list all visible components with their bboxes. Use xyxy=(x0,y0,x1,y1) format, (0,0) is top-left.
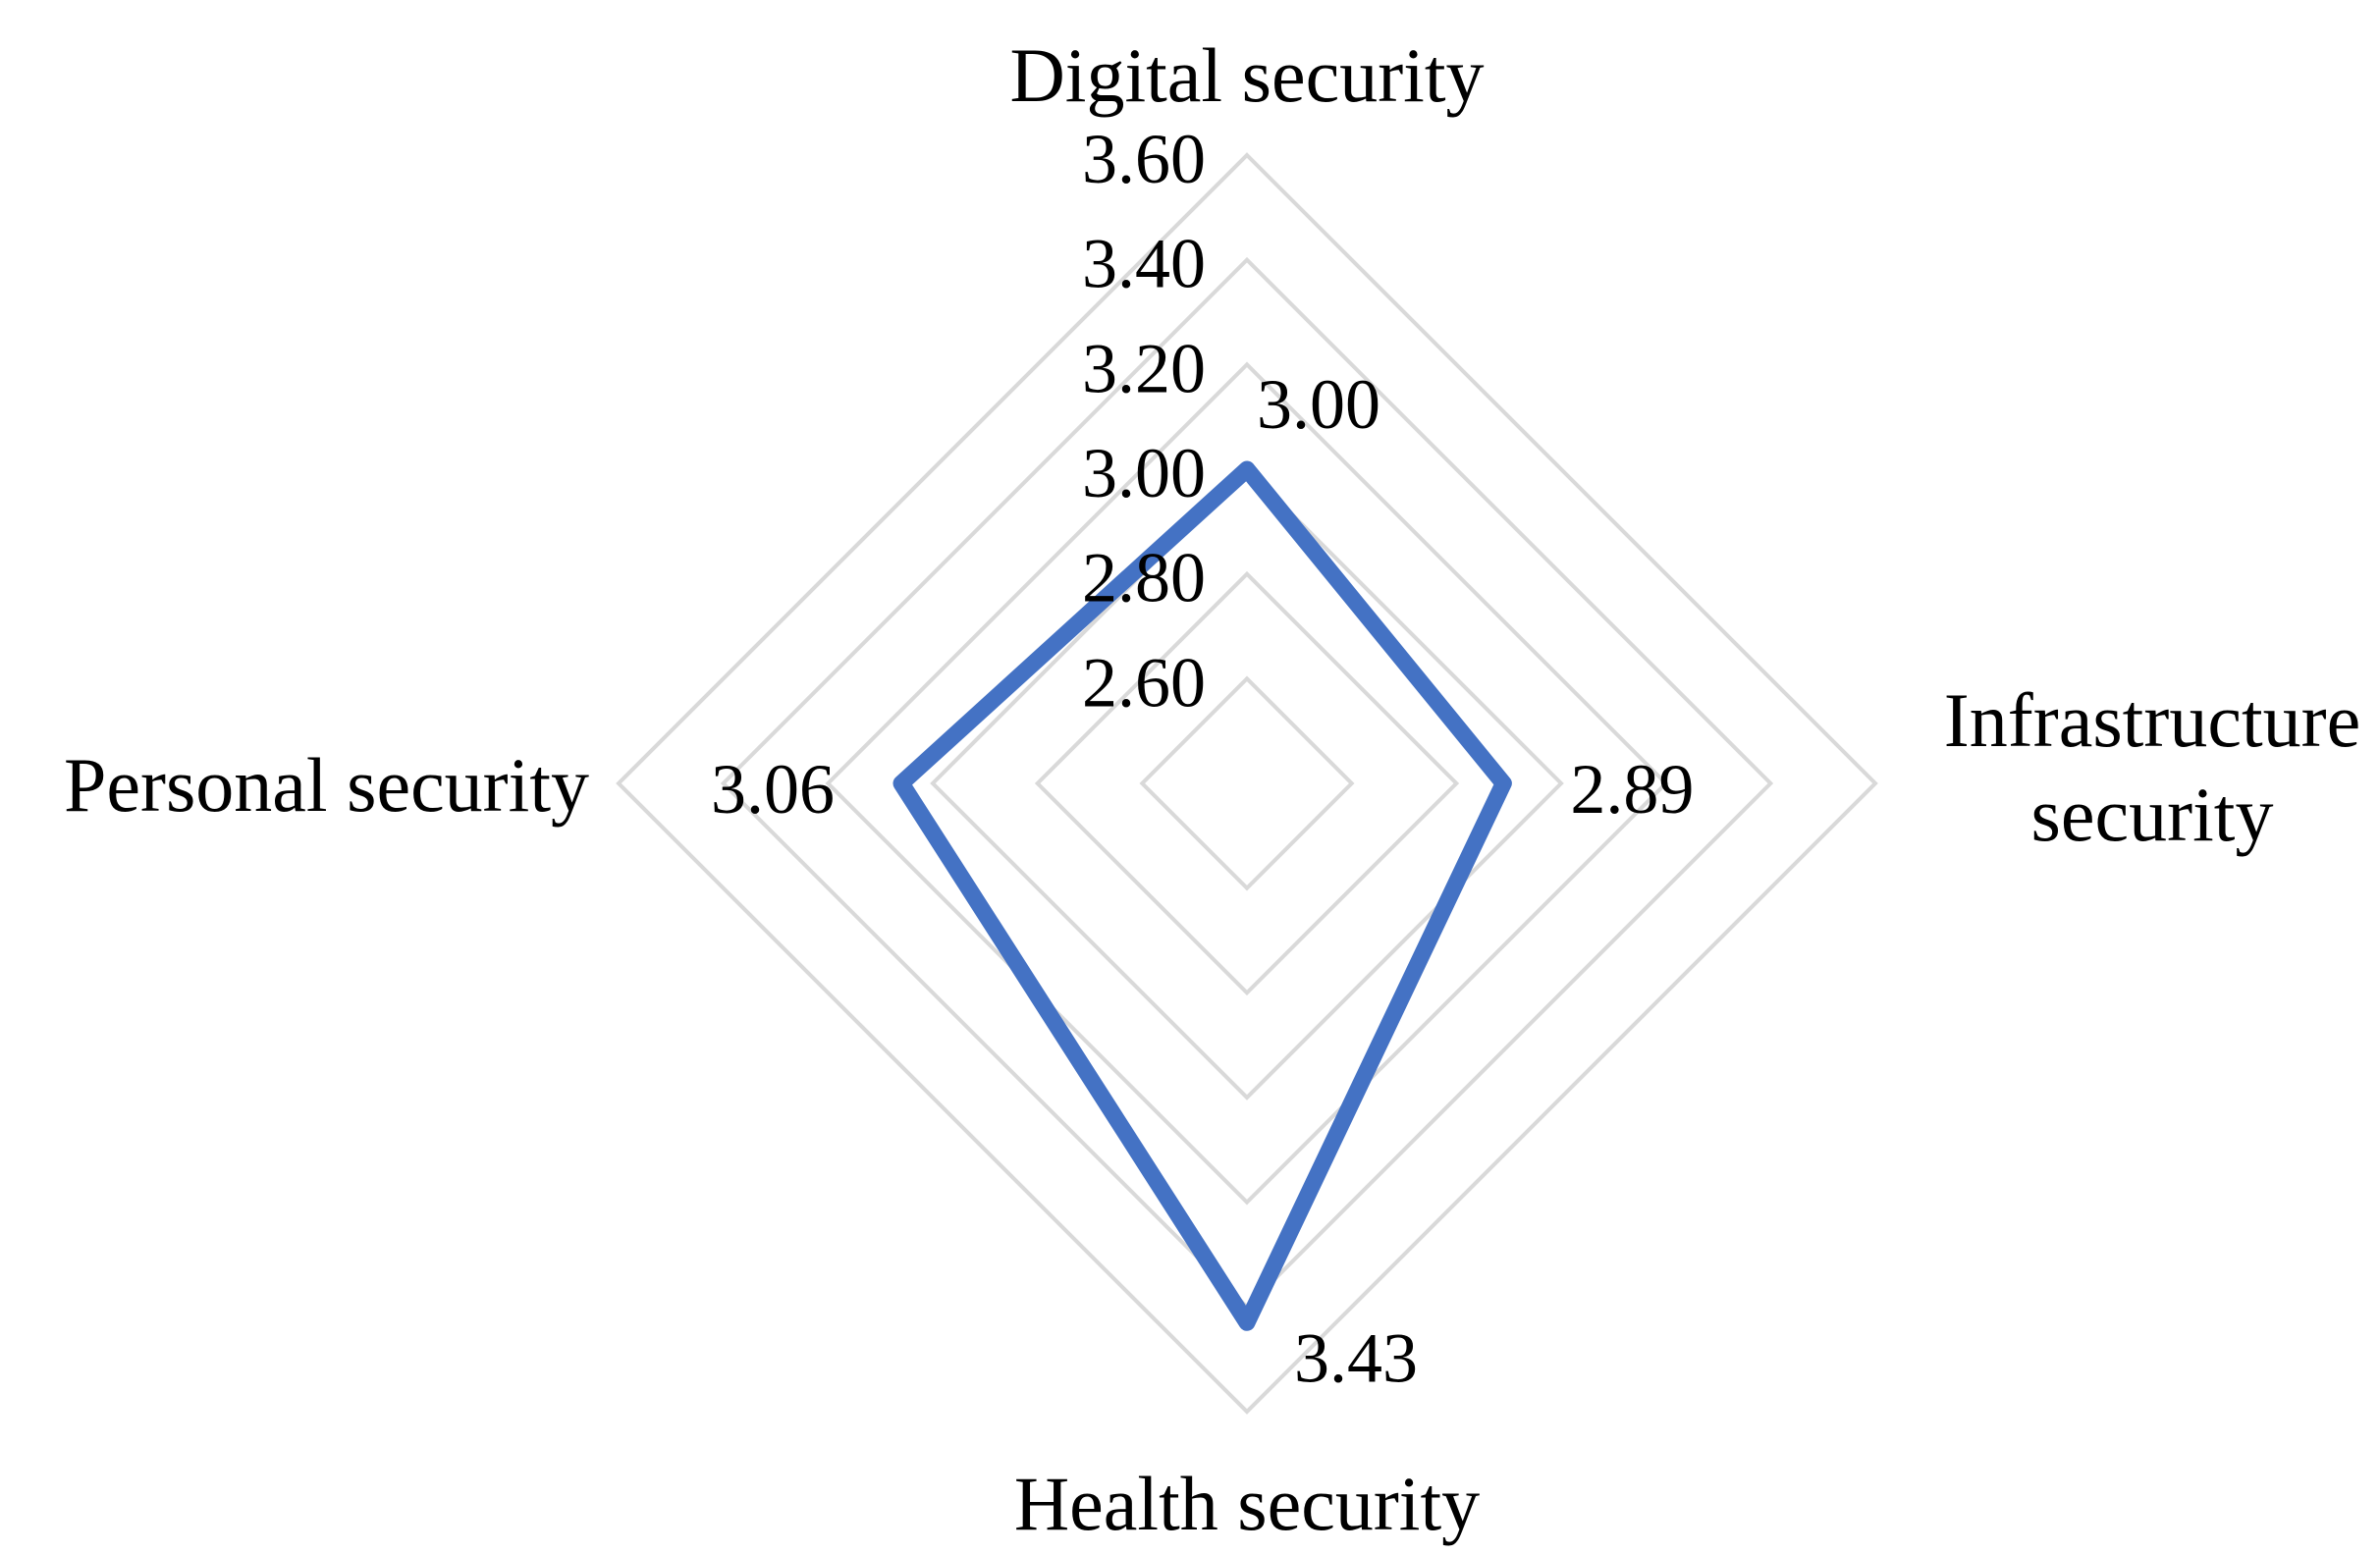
tick-label: 3.20 xyxy=(1082,329,1206,407)
category-label: Digital security xyxy=(1009,32,1484,118)
grid-ring-3.20 xyxy=(825,361,1669,1206)
tick-label: 2.60 xyxy=(1082,643,1206,722)
category-label: Personal security xyxy=(64,742,589,828)
category-label-line: Infrastructure xyxy=(1944,677,2360,763)
category-label: Health security xyxy=(1014,1461,1480,1546)
data-label: 2.89 xyxy=(1570,750,1694,829)
data-label-layer: 3.00 2.89 3.43 3.06 xyxy=(711,365,1694,1397)
series-line-0 xyxy=(892,460,1512,1331)
tick-label: 3.40 xyxy=(1082,225,1206,303)
data-label: 3.43 xyxy=(1294,1318,1418,1397)
tick-label-layer: 2.60 2.80 3.00 3.20 3.40 3.60 xyxy=(1082,120,1206,722)
tick-label: 3.00 xyxy=(1082,434,1206,512)
grid-ring-2.80 xyxy=(1034,570,1460,996)
grid-ring-3.00 xyxy=(930,466,1564,1100)
series-layer xyxy=(892,460,1512,1331)
category-label: Infrastructure security xyxy=(1944,677,2360,857)
grid-ring-2.60 xyxy=(1139,675,1355,891)
category-label-line: security xyxy=(2031,772,2274,857)
grid-ring-3.60 xyxy=(616,152,1878,1415)
category-label-layer: Digital security Infrastructure security He… xyxy=(64,32,2360,1546)
tick-label: 3.60 xyxy=(1082,120,1206,198)
data-label: 3.00 xyxy=(1257,365,1380,444)
tick-label: 2.80 xyxy=(1082,539,1206,617)
data-label: 3.06 xyxy=(711,750,835,829)
